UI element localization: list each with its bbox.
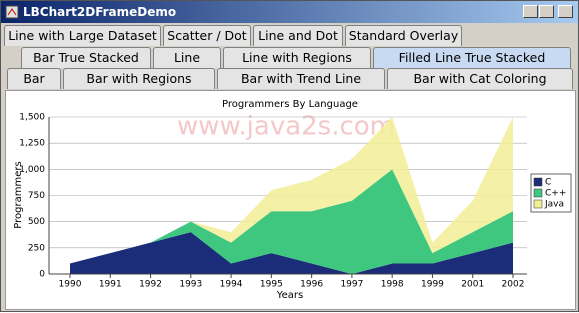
tab[interactable]: Scatter / Dot (163, 25, 251, 46)
area (70, 169, 513, 274)
legend-swatch (533, 177, 543, 187)
app-icon (5, 5, 19, 19)
title-bar: LBChart2DFrameDemo (1, 1, 578, 23)
y-tick-label: 250 (28, 243, 45, 253)
legend-label: C (545, 178, 551, 188)
chart-title: Programmers By Language (222, 99, 358, 110)
maximize-button[interactable] (539, 5, 554, 18)
chart: Programmers By Language www.java2s.com Y… (13, 99, 572, 301)
y-tick-label: 500 (28, 217, 45, 227)
tab[interactable]: Bar with Regions (63, 68, 215, 89)
y-tick-label: 1,500 (19, 113, 45, 123)
legend-label: C++ (545, 189, 566, 199)
y-axis-label: Programmers (13, 161, 24, 228)
y-tick-label: 750 (28, 191, 45, 201)
close-button[interactable] (558, 5, 573, 18)
minimize-button[interactable] (523, 5, 538, 18)
x-tick-label: 1998 (381, 280, 404, 290)
area (70, 232, 513, 274)
tab[interactable]: Bar True Stacked (21, 47, 151, 68)
tab[interactable]: Bar with Cat Coloring (387, 68, 573, 89)
legend-swatch (533, 199, 543, 209)
y-tick-label: 0 (39, 270, 45, 280)
area (70, 117, 513, 264)
x-tick-label: 1996 (300, 280, 323, 290)
x-tick-label: 2001 (461, 280, 484, 290)
x-tick-label: 1993 (179, 280, 202, 290)
tab[interactable]: Bar with Trend Line (217, 68, 385, 89)
legend-label: Java (544, 200, 564, 210)
legend-swatch (533, 188, 543, 198)
watermark: www.java2s.com (177, 112, 395, 142)
x-axis-label: Years (276, 290, 303, 301)
x-tick-label: 2002 (502, 280, 525, 290)
x-tick-label: 1994 (220, 280, 243, 290)
tab[interactable]: Line and Dot (253, 25, 343, 46)
tab[interactable]: Line (153, 47, 221, 68)
x-tick-label: 1999 (421, 280, 444, 290)
tab[interactable]: Standard Overlay (345, 25, 462, 46)
tab[interactable]: Bar (7, 68, 61, 89)
window-title: LBChart2DFrameDemo (23, 5, 177, 19)
x-tick-label: 1992 (139, 280, 162, 290)
tab[interactable]: Line with Large Dataset (4, 25, 161, 46)
x-tick-label: 1997 (340, 280, 363, 290)
x-tick-label: 1990 (59, 280, 82, 290)
selected-tab[interactable]: Filled Line True Stacked (373, 47, 571, 68)
tab[interactable]: Line with Regions (223, 47, 371, 68)
chart-panel: Programmers By Language www.java2s.com Y… (5, 90, 576, 310)
x-tick-label: 1995 (260, 280, 283, 290)
x-tick-label: 1991 (99, 280, 122, 290)
y-tick-label: 1,250 (19, 139, 45, 149)
y-tick-label: 1,000 (19, 165, 45, 175)
